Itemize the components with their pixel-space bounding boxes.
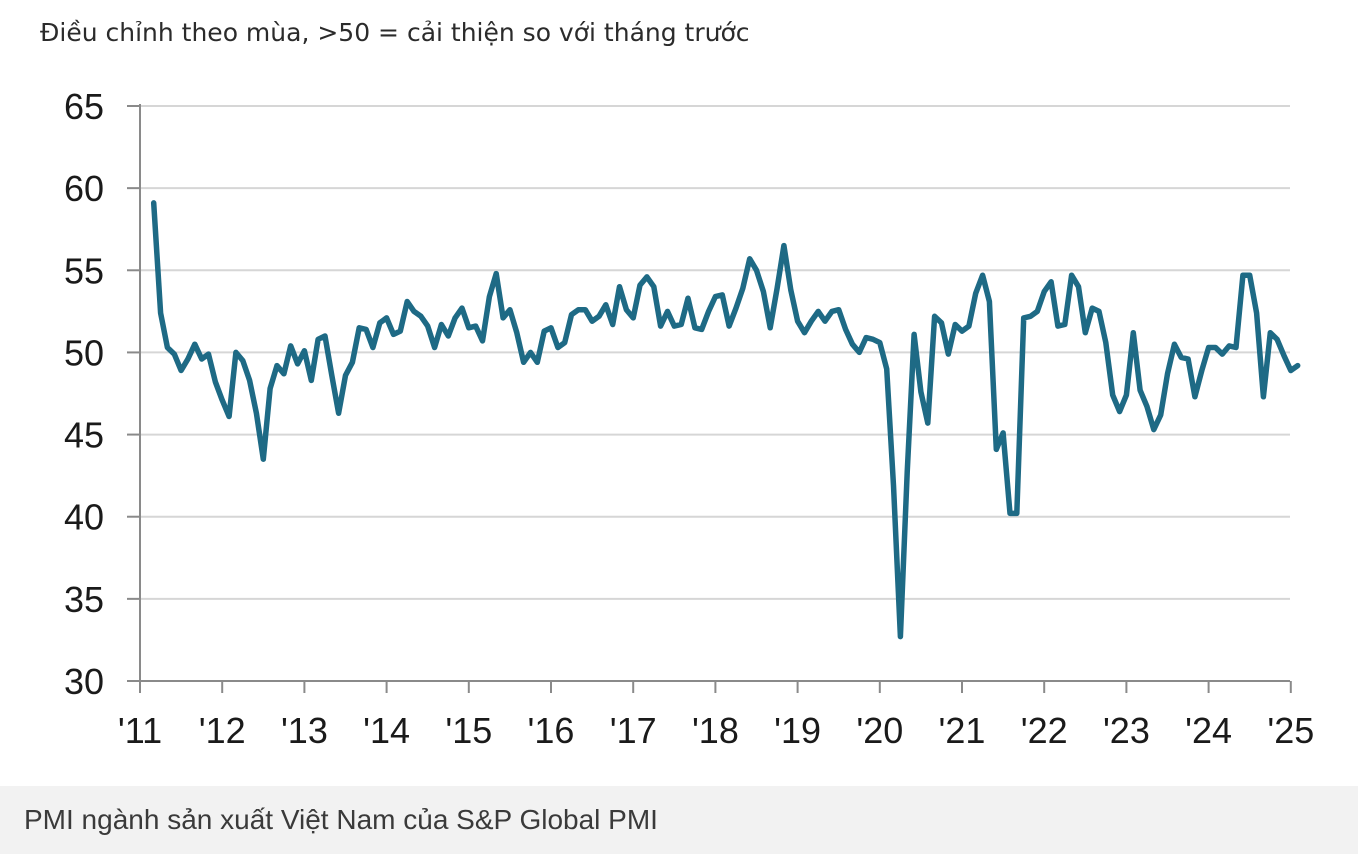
gridlines: [140, 105, 1290, 600]
x-tick-labels: '11 '12 '13 '14 '15 '16 '17 '18 '19 '20 '21 '22 '23 '…: [118, 710, 1314, 751]
caption-bar: PMI ngành sản xuất Việt Nam của S&P Glob…: [0, 786, 1358, 854]
y-tick-label: 30: [64, 661, 104, 702]
x-tick-label: '20: [856, 710, 903, 751]
y-tick-labels: 65 60 55 50 45 40 35 30: [64, 86, 104, 702]
x-tick-label: '18: [692, 710, 739, 751]
x-tick-label: '14: [363, 710, 410, 751]
y-tick-label: 60: [64, 168, 104, 209]
x-tick-label: '25: [1267, 710, 1314, 751]
axes: [127, 104, 1292, 693]
x-tick-label: '23: [1103, 710, 1150, 751]
y-tick-label: 45: [64, 415, 104, 456]
x-tick-label: '24: [1185, 710, 1232, 751]
y-tick-label: 65: [64, 86, 104, 127]
x-tick-label: '15: [445, 710, 492, 751]
x-tick-label: '12: [199, 710, 246, 751]
x-tick-label: '19: [774, 710, 821, 751]
y-tick-label: 35: [64, 579, 104, 620]
x-tick-label: '17: [610, 710, 657, 751]
x-tick-label: '21: [939, 710, 986, 751]
y-tick-label: 50: [64, 332, 104, 373]
x-tick-label: '16: [528, 710, 575, 751]
chart-caption: PMI ngành sản xuất Việt Nam của S&P Glob…: [24, 804, 658, 835]
series-layer: [150, 200, 1301, 640]
y-tick-label: 55: [64, 250, 104, 291]
y-tick-label: 40: [64, 497, 104, 538]
chart-subtitle: Điều chỉnh theo mùa, >50 = cải thiện so …: [40, 18, 750, 47]
x-tick-label: '11: [118, 710, 162, 751]
x-tick-label: '13: [281, 710, 328, 751]
x-tick-label: '22: [1021, 710, 1068, 751]
series-line-pmi: [150, 200, 1301, 640]
